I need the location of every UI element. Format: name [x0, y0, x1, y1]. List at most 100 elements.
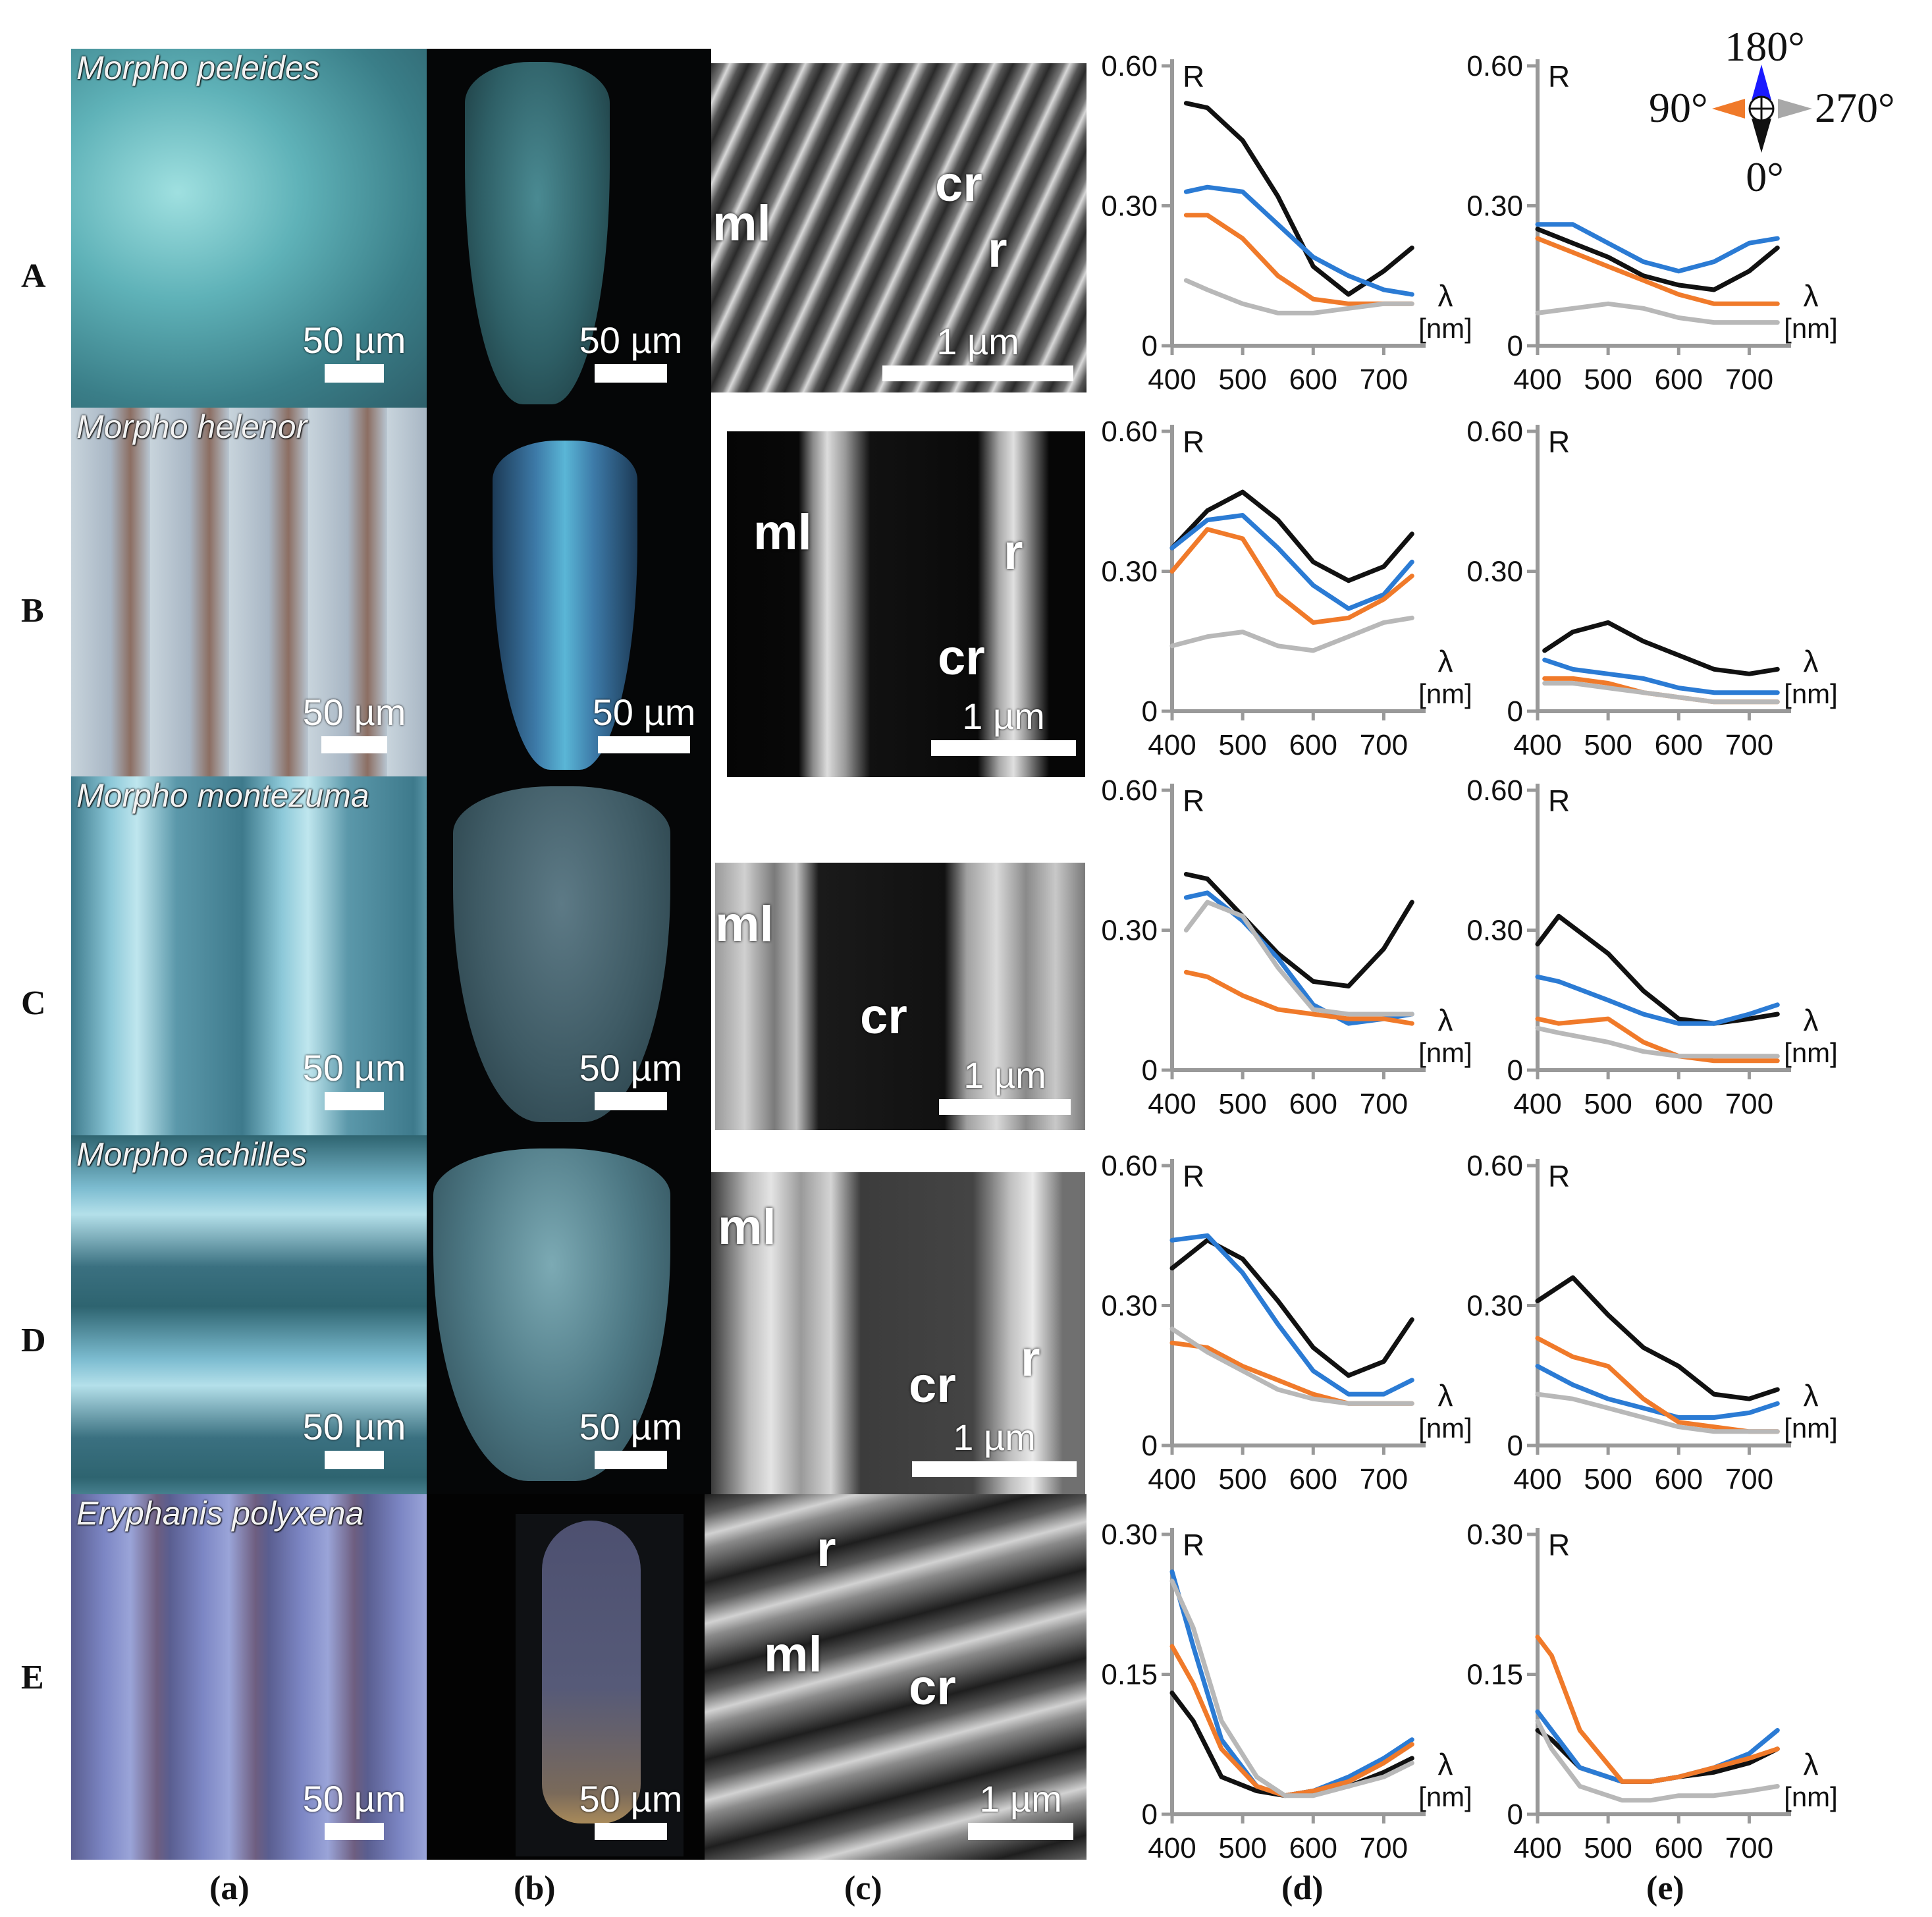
y-tick-label: 0.30 [1101, 1519, 1158, 1551]
x-axis-unit: [nm] [1418, 1413, 1472, 1444]
x-tick-label: 600 [1655, 364, 1703, 396]
column-label-b: (b) [514, 1870, 556, 1907]
scale-bar: 50 µm [288, 1046, 420, 1110]
x-axis-unit: [nm] [1784, 1781, 1838, 1812]
row-letter-C: C [21, 985, 46, 1022]
plot-svg: 0 0.30 0.60 400 500 600 700 Rλ[nm] [1101, 1150, 1472, 1496]
x-axis-label: λ [1804, 279, 1819, 313]
plot-svg: 0 0.30 0.60 400 500 600 700 Rλ[nm] [1101, 774, 1472, 1120]
plot-svg: 0 0.30 0.60 400 500 600 700 Rλ[nm] [1466, 1150, 1838, 1496]
x-axis-unit: [nm] [1784, 1413, 1838, 1444]
y-tick-label: 0.15 [1101, 1659, 1158, 1691]
series-line-blue [1169, 513, 1414, 611]
wing-scale-image [542, 1521, 641, 1823]
y-tick-label: 0.30 [1466, 556, 1523, 588]
y-tick-label: 0.30 [1101, 190, 1158, 223]
micrograph-a-C: Morpho montezuma 50 µm [71, 776, 427, 1135]
y-tick-label: 0 [1507, 1798, 1523, 1831]
sem-label-cr: cr [909, 1660, 956, 1715]
species-name: Morpho montezuma [76, 777, 369, 814]
compass-label-top: 180° [1725, 23, 1805, 70]
series-line-gray [1535, 1025, 1780, 1059]
micrograph-a-E: Eryphanis polyxena 50 µm [71, 1494, 427, 1860]
x-tick-label: 400 [1148, 729, 1196, 761]
y-axis-label: R [1548, 425, 1570, 459]
x-tick-label: 600 [1289, 1088, 1337, 1120]
y-axis-label: R [1548, 1159, 1570, 1193]
column-label-d: (d) [1281, 1870, 1324, 1907]
y-tick-label: 0.60 [1466, 416, 1523, 448]
series-line-blue [1535, 1709, 1780, 1784]
scale-bar: 50 µm [288, 1777, 420, 1840]
x-tick-label: 700 [1360, 364, 1408, 396]
x-axis-label: λ [1438, 1378, 1453, 1413]
x-tick-label: 500 [1584, 364, 1632, 396]
y-axis-label: R [1183, 1159, 1204, 1193]
y-tick-label: 0 [1507, 695, 1523, 728]
wing-scale-image [433, 1148, 670, 1481]
plot-svg: 0 0.30 0.60 400 500 600 700 Rλ[nm] [1466, 416, 1837, 761]
x-axis-label: λ [1804, 1378, 1819, 1413]
y-axis-label: R [1183, 784, 1204, 818]
sem-label-cr: cr [935, 156, 982, 212]
y-tick-label: 0.60 [1466, 1150, 1523, 1182]
x-tick-label: 600 [1655, 1832, 1703, 1864]
sem-label-r: r [1021, 1331, 1040, 1387]
sem-label-ml: ml [718, 1199, 776, 1255]
x-tick-label: 500 [1584, 1088, 1632, 1120]
column-label-a: (a) [209, 1870, 250, 1907]
sem-label-ml: ml [764, 1627, 822, 1683]
x-axis-unit: [nm] [1418, 313, 1472, 344]
series-line-blue [1535, 974, 1780, 1026]
y-tick-label: 0.30 [1101, 1290, 1158, 1322]
x-tick-label: 700 [1360, 1463, 1408, 1496]
series-line-blue [1183, 184, 1414, 297]
y-tick-label: 0.60 [1101, 774, 1158, 807]
sem-image-c-A: ml cr r 1 µm [711, 63, 1087, 392]
x-axis-label: λ [1804, 1747, 1819, 1781]
species-name: Morpho achilles [76, 1136, 308, 1173]
x-axis-unit: [nm] [1784, 1037, 1838, 1068]
y-tick-label: 0 [1142, 1054, 1158, 1087]
series-line-orange [1169, 527, 1414, 625]
x-tick-label: 500 [1218, 1832, 1266, 1864]
x-tick-label: 400 [1513, 1088, 1561, 1120]
series-line-black [1535, 227, 1780, 292]
x-axis-label: λ [1438, 1747, 1453, 1781]
scale-bar: 50 µm [558, 1777, 703, 1840]
x-tick-label: 500 [1218, 364, 1266, 396]
plot-svg: 0 0.30 0.60 400 500 600 700 Rλ[nm] [1101, 416, 1472, 761]
y-axis-label: R [1548, 59, 1570, 94]
sem-label-r: r [1004, 524, 1023, 580]
x-tick-label: 600 [1289, 364, 1337, 396]
sem-image-c-C: ml cr 1 µm [715, 863, 1085, 1130]
compass-arrow-left-icon [1712, 99, 1745, 119]
wing-scale-image [493, 441, 637, 770]
x-tick-label: 400 [1148, 1088, 1196, 1120]
x-tick-label: 500 [1218, 1088, 1266, 1120]
series-line-blue [1542, 657, 1780, 695]
x-tick-label: 400 [1148, 364, 1196, 396]
scale-bar: 50 µm [565, 1046, 697, 1110]
scale-bar: 1 µm [876, 320, 1080, 381]
series-line-orange [1183, 213, 1414, 306]
series-line-black [1535, 913, 1780, 1026]
column-label-e: (e) [1646, 1870, 1684, 1907]
micrograph-b-B: 50 µm [427, 408, 711, 776]
y-tick-label: 0.60 [1466, 774, 1523, 807]
compass-label-right: 270° [1815, 84, 1895, 131]
x-tick-label: 700 [1360, 729, 1408, 761]
y-tick-label: 0 [1142, 695, 1158, 728]
y-axis-label: R [1548, 1528, 1570, 1562]
x-tick-label: 600 [1655, 1088, 1703, 1120]
column-label-c: (c) [844, 1870, 882, 1907]
compass-arrow-up-icon [1752, 65, 1771, 100]
series-line-black [1535, 1275, 1780, 1401]
micrograph-b-A: 50 µm [427, 49, 711, 408]
series-line-gray [1169, 1326, 1414, 1406]
series-line-gray [1169, 615, 1414, 653]
compass-svg: 180° 90° 270° 0° [1649, 23, 1895, 200]
y-tick-label: 0.30 [1466, 190, 1523, 223]
